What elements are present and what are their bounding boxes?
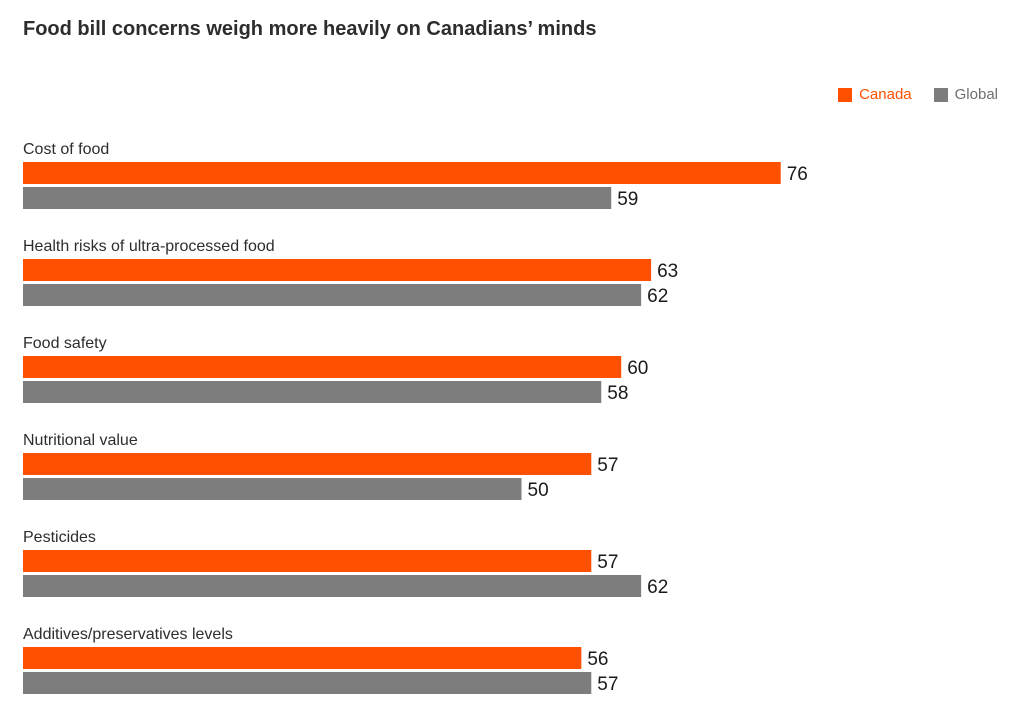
- category-label-cost-of-food: Cost of food: [23, 141, 109, 158]
- bar-global-additives-preservatives-levels: [23, 672, 592, 694]
- bar-global-food-safety: [23, 381, 602, 403]
- category-label-health-risks-of-ultra-processed-food: Health risks of ultra-processed food: [23, 238, 275, 255]
- value-label-canada-additives-preservatives-levels: 56: [587, 649, 608, 670]
- value-label-canada-health-risks-of-ultra-processed-food: 63: [657, 261, 678, 282]
- bar-global-cost-of-food: [23, 187, 612, 209]
- category-label-food-safety: Food safety: [23, 335, 107, 352]
- value-label-global-health-risks-of-ultra-processed-food: 62: [647, 286, 668, 307]
- bar-canada-additives-preservatives-levels: [23, 647, 582, 669]
- chart-title: Food bill concerns weigh more heavily on…: [23, 18, 597, 40]
- legend-label-global: Global: [954, 86, 998, 103]
- bar-canada-food-safety: [23, 356, 622, 378]
- bar-global-health-risks-of-ultra-processed-food: [23, 284, 642, 306]
- value-label-global-pesticides: 62: [647, 577, 668, 598]
- bar-canada-cost-of-food: [23, 162, 781, 184]
- legend-swatch-canada: [838, 87, 853, 102]
- legend-item-canada: Canada: [838, 86, 912, 103]
- category-label-additives-preservatives-levels: Additives/preservatives levels: [23, 626, 233, 643]
- bar-canada-nutritional-value: [23, 453, 592, 475]
- value-label-canada-pesticides: 57: [597, 552, 618, 573]
- value-label-global-cost-of-food: 59: [617, 189, 638, 210]
- bar-canada-health-risks-of-ultra-processed-food: [23, 259, 652, 281]
- legend-label-canada: Canada: [859, 86, 912, 103]
- value-label-canada-food-safety: 60: [627, 358, 648, 379]
- value-label-canada-nutritional-value: 57: [597, 455, 618, 476]
- bar-canada-pesticides: [23, 550, 592, 572]
- value-label-global-nutritional-value: 50: [528, 480, 549, 501]
- bar-global-pesticides: [23, 575, 642, 597]
- legend-swatch-global: [933, 87, 948, 102]
- category-label-pesticides: Pesticides: [23, 529, 96, 546]
- value-label-global-food-safety: 58: [607, 383, 628, 404]
- legend-item-global: Global: [933, 86, 998, 103]
- bar-global-nutritional-value: [23, 478, 522, 500]
- category-label-nutritional-value: Nutritional value: [23, 432, 138, 449]
- chart-legend: Canada Global: [816, 86, 998, 103]
- value-label-canada-cost-of-food: 76: [787, 164, 808, 185]
- value-label-global-additives-preservatives-levels: 57: [597, 674, 618, 695]
